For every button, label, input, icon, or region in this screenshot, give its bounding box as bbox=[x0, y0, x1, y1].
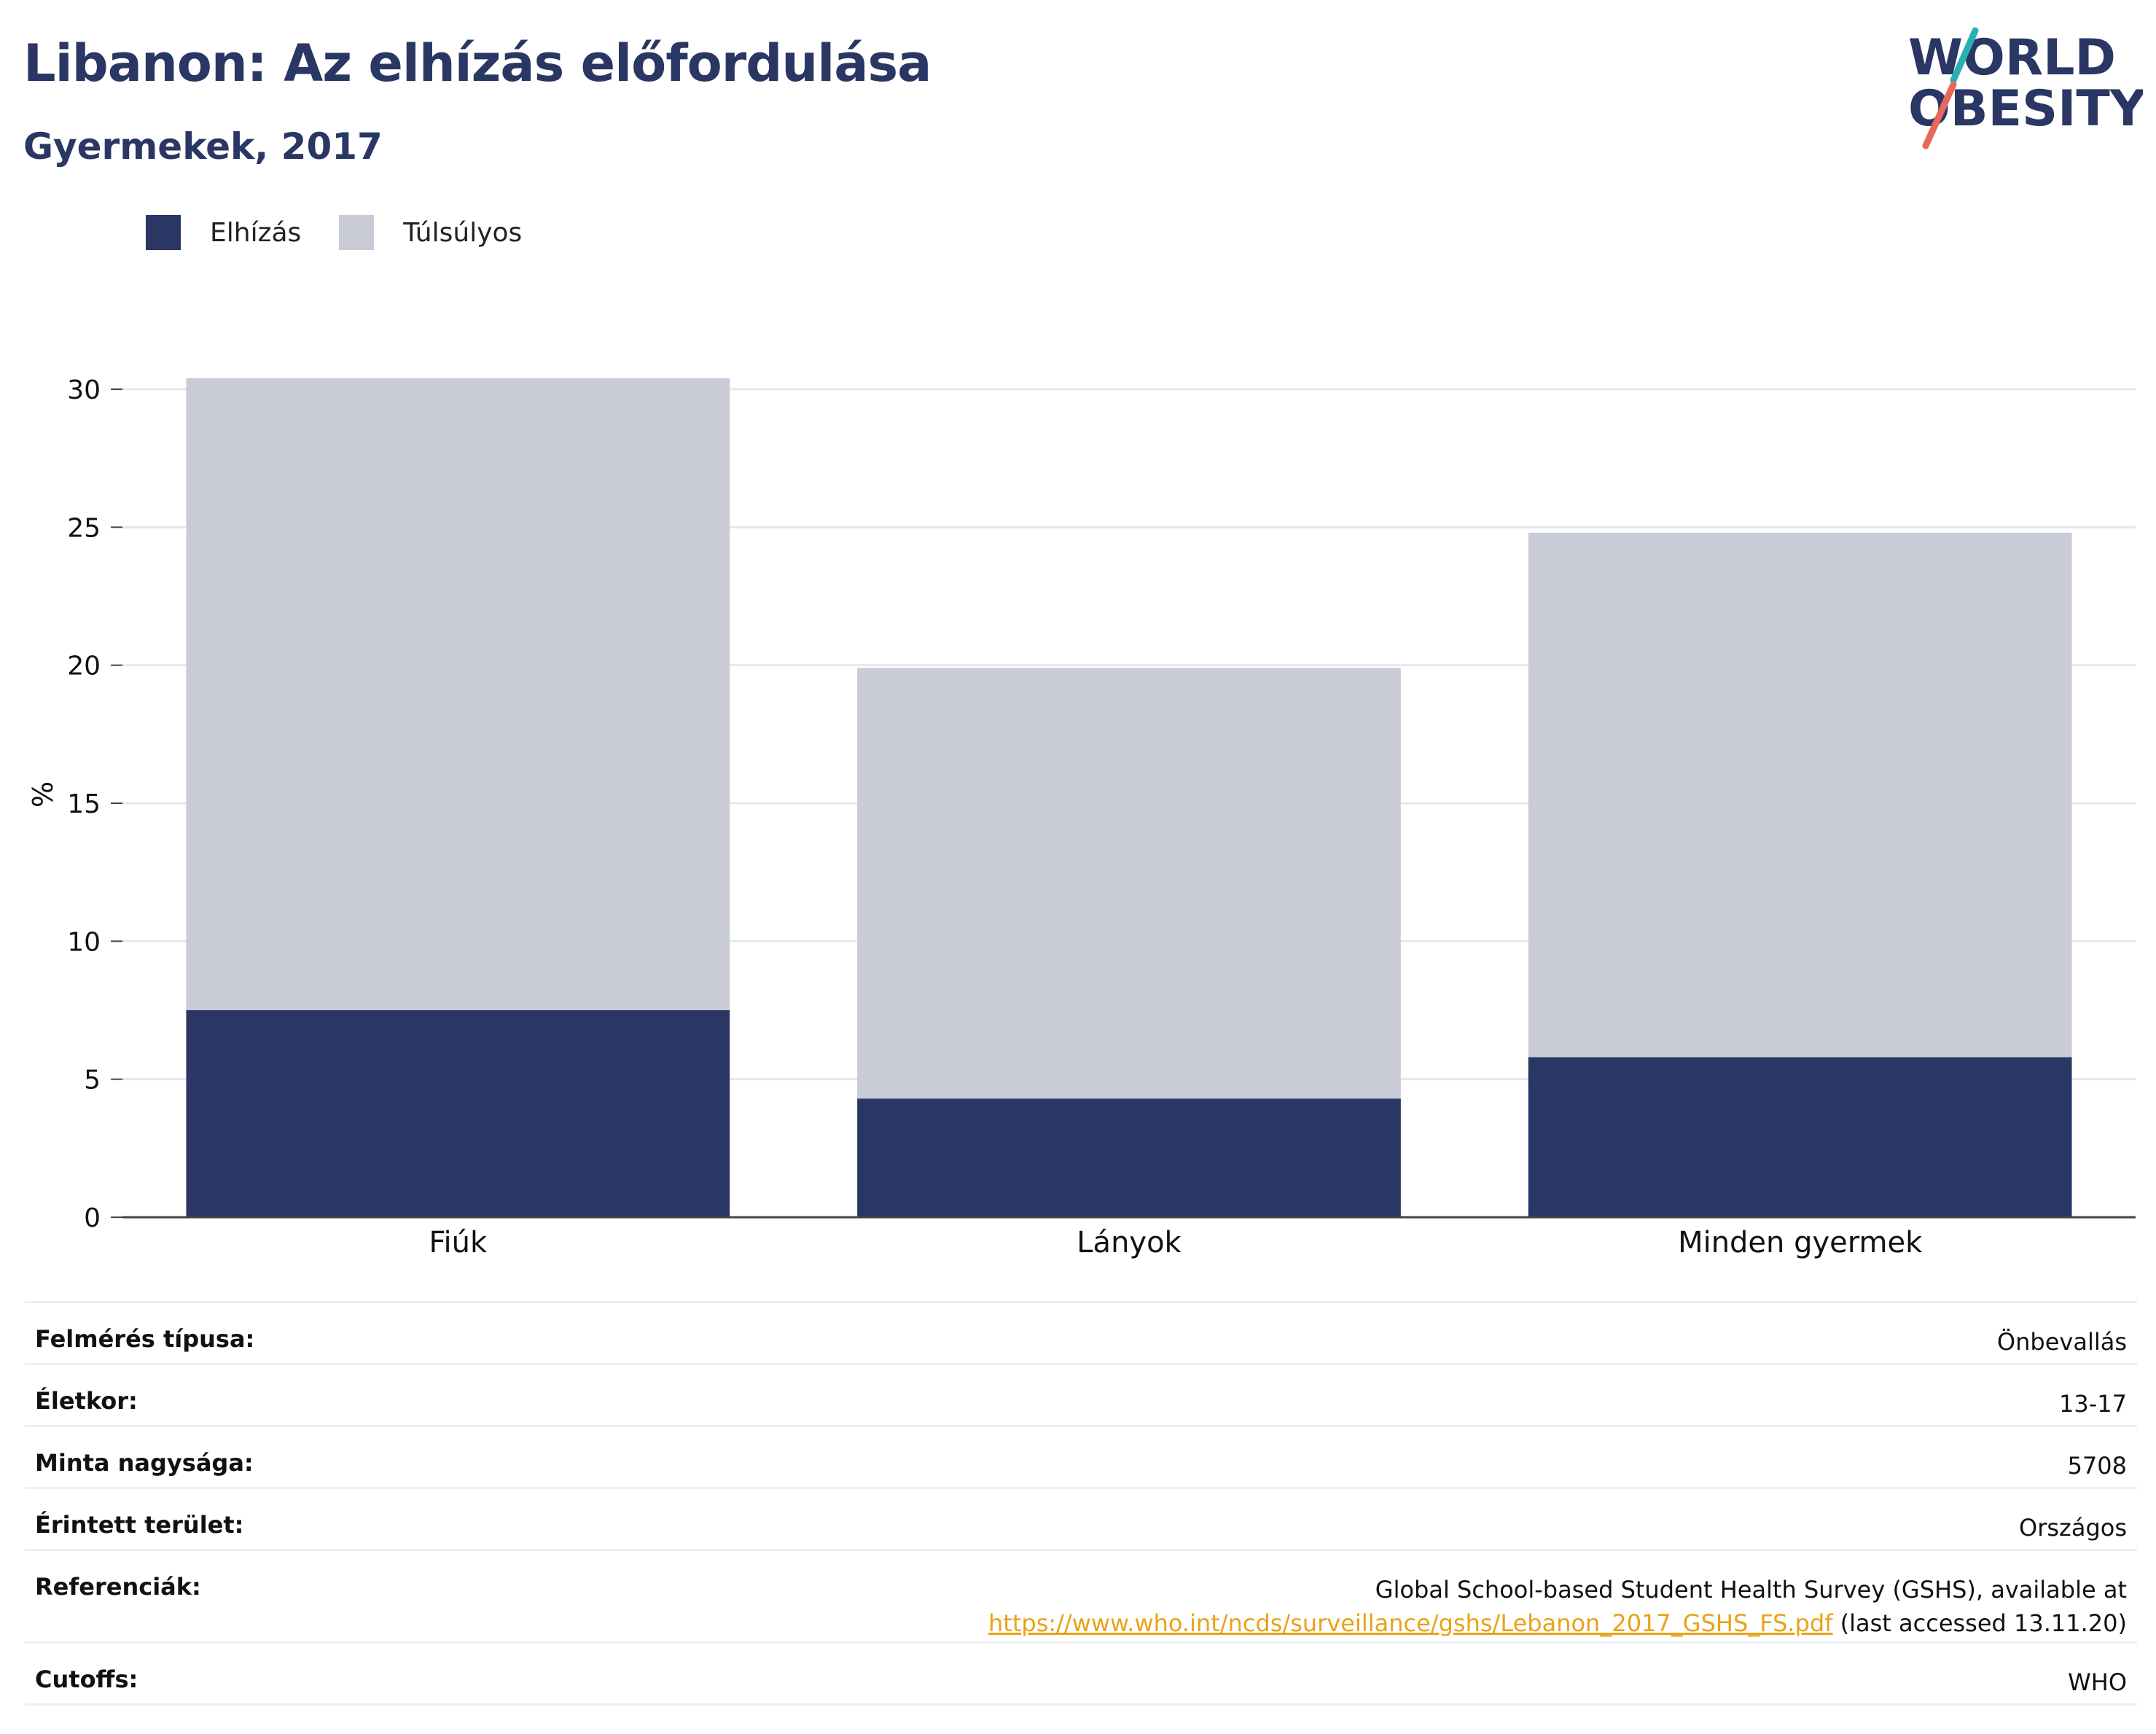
x-tick-label: Fiúk bbox=[429, 1226, 488, 1260]
bar-chart: 0 5 10 15 20 25 30 Fiúk Lányok Minden gyermek % bbox=[27, 375, 2136, 1260]
y-tick-label: 10 bbox=[67, 927, 101, 957]
reference-accessed: (last accessed 13.11.20) bbox=[1832, 1609, 2127, 1637]
logo-slash-bottom bbox=[1922, 81, 1957, 149]
meta-key: Referenciák: bbox=[35, 1573, 201, 1601]
chart-title: Libanon: Az elhízás előfordulása bbox=[23, 34, 931, 93]
bar-tulsulyos[interactable] bbox=[1528, 532, 2072, 1058]
y-tick-label: 25 bbox=[67, 513, 101, 543]
logo-text-line1: WORLD bbox=[1908, 29, 2116, 87]
bars bbox=[122, 378, 2136, 1219]
x-tick-label: Lányok bbox=[1077, 1226, 1181, 1260]
legend-item-tulsulyos[interactable]: Túlsúlyos bbox=[339, 215, 522, 250]
bar-elhizas[interactable] bbox=[1528, 1057, 2072, 1217]
meta-key: Felmérés típusa: bbox=[35, 1325, 255, 1353]
world-obesity-logo: WORLD OBESITY bbox=[1908, 27, 2143, 149]
meta-key: Érintett terület: bbox=[35, 1511, 244, 1539]
bar-elhizas[interactable] bbox=[857, 1098, 1401, 1217]
bar-tulsulyos[interactable] bbox=[857, 668, 1401, 1099]
logo-text-line2: OBESITY bbox=[1908, 80, 2143, 138]
chart-legend: Elhízás Túlsúlyos bbox=[146, 215, 560, 250]
bar-elhizas[interactable] bbox=[186, 1010, 730, 1217]
y-tick-label: 5 bbox=[84, 1066, 101, 1096]
reference-text: Global School-based Student Health Surve… bbox=[1375, 1576, 2127, 1604]
meta-row-age: Életkor: 13-17 bbox=[25, 1363, 2137, 1425]
legend-label-elhizas: Elhízás bbox=[210, 217, 302, 248]
x-tick-labels: Fiúk Lányok Minden gyermek bbox=[429, 1226, 1923, 1260]
meta-key: Minta nagysága: bbox=[35, 1449, 254, 1477]
meta-row-survey-type: Felmérés típusa: Önbevallás bbox=[25, 1301, 2137, 1363]
y-axis-label: % bbox=[27, 781, 59, 808]
bar-tulsulyos[interactable] bbox=[186, 378, 730, 1010]
legend-item-elhizas[interactable]: Elhízás bbox=[146, 215, 301, 250]
reference-link[interactable]: https://www.who.int/ncds/surveillance/gs… bbox=[988, 1609, 1833, 1637]
y-tick-labels: 0 5 10 15 20 25 30 bbox=[67, 375, 122, 1233]
y-tick-label: 0 bbox=[84, 1203, 101, 1233]
meta-value: WHO bbox=[2068, 1668, 2127, 1696]
meta-value: Global School-based Student Health Surve… bbox=[988, 1573, 2127, 1641]
y-tick-label: 30 bbox=[67, 375, 101, 405]
survey-details-table: Felmérés típusa: Önbevallás Életkor: 13-… bbox=[25, 1301, 2137, 1706]
meta-key: Cutoffs: bbox=[35, 1665, 138, 1693]
legend-swatch-elhizas bbox=[146, 215, 181, 250]
meta-value: 13-17 bbox=[2059, 1390, 2127, 1418]
y-tick-label: 20 bbox=[67, 652, 101, 682]
meta-value: Önbevallás bbox=[1996, 1328, 2127, 1356]
chart-subtitle: Gyermekek, 2017 bbox=[23, 125, 383, 168]
meta-row-cutoffs: Cutoffs: WHO bbox=[25, 1641, 2137, 1706]
meta-value: Országos bbox=[2019, 1514, 2127, 1542]
y-tick-label: 15 bbox=[67, 789, 101, 819]
meta-key: Életkor: bbox=[35, 1387, 138, 1415]
meta-value: 5708 bbox=[2067, 1452, 2127, 1480]
legend-label-tulsulyos: Túlsúlyos bbox=[403, 217, 523, 248]
logo-slash-top bbox=[1950, 27, 1979, 84]
x-tick-label: Minden gyermek bbox=[1678, 1226, 1923, 1260]
meta-row-area: Érintett terület: Országos bbox=[25, 1487, 2137, 1549]
legend-swatch-tulsulyos bbox=[339, 215, 375, 250]
meta-row-sample-size: Minta nagysága: 5708 bbox=[25, 1425, 2137, 1487]
meta-row-references: Referenciák: Global School-based Student… bbox=[25, 1549, 2137, 1641]
